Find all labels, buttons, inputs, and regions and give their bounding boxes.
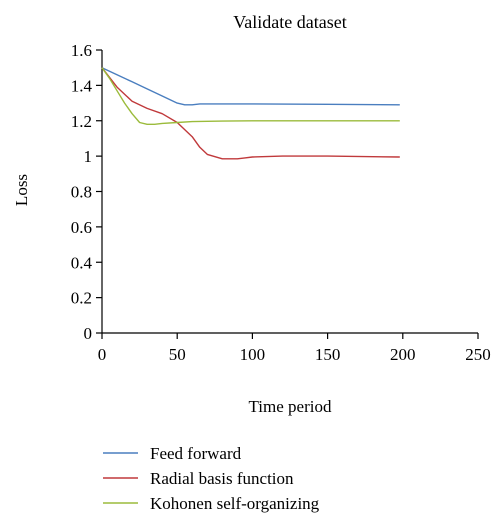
- y-tick-label: 0.6: [71, 218, 92, 237]
- y-tick-label: 1.6: [71, 41, 92, 60]
- x-axis-label: Time period: [249, 397, 332, 416]
- x-tick-label: 100: [240, 345, 266, 364]
- y-tick-label: 1.4: [71, 76, 93, 95]
- y-tick-label: 0.8: [71, 183, 92, 202]
- series-line-2: [101, 67, 400, 160]
- legend: Feed forward Radial basis function Kohonen…: [103, 444, 320, 513]
- series-line-1: [101, 67, 400, 106]
- x-tick-label: 200: [390, 345, 416, 364]
- y-tick-label: 0.2: [71, 289, 92, 308]
- x-tick-label: 150: [315, 345, 341, 364]
- chart-title: Validate dataset: [233, 12, 346, 32]
- legend-label: Radial basis function: [150, 469, 294, 488]
- legend-label: Kohonen self-organizing: [150, 494, 320, 513]
- y-tick-label: 1: [84, 147, 93, 166]
- y-tick-label: 0.4: [71, 253, 93, 272]
- x-tick-label: 250: [465, 345, 491, 364]
- y-axis-label: Loss: [12, 174, 31, 206]
- series-line-3: [101, 67, 400, 125]
- legend-label: Feed forward: [150, 444, 242, 463]
- x-tick-label: 0: [98, 345, 107, 364]
- y-tick-label: 0: [84, 324, 93, 343]
- x-tick-label: 50: [169, 345, 186, 364]
- y-tick-label: 1.2: [71, 112, 92, 131]
- plot-area: 0 0.2 0.4 0.6 0.8 1 1.2 1.4 1.6 0 50 100 150 200 250: [71, 41, 491, 364]
